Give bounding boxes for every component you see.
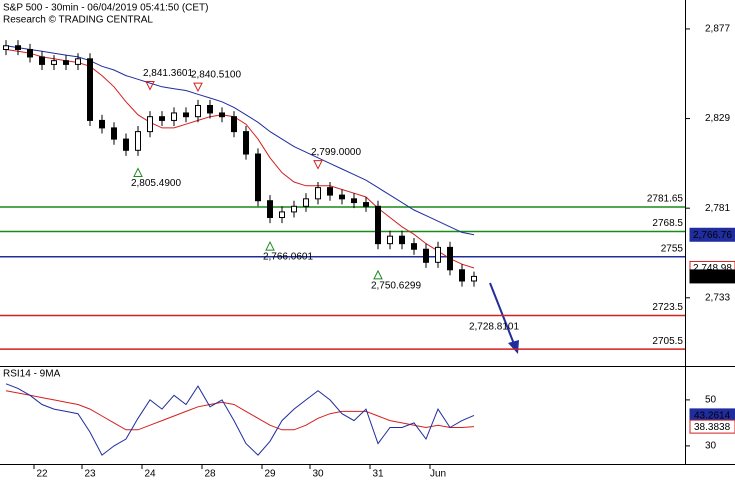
candle-body bbox=[75, 58, 81, 65]
candle-body bbox=[135, 131, 141, 151]
candle-body bbox=[471, 275, 477, 282]
candle-body bbox=[435, 246, 441, 263]
chart-title: S&P 500 - 30min - 06/04/2019 05:41:50 (C… bbox=[3, 3, 209, 14]
level-label: 2781.65 bbox=[647, 194, 684, 205]
rsi-ma-line bbox=[5, 390, 475, 431]
rsi-tick-label: 30 bbox=[705, 441, 717, 452]
candle-body bbox=[3, 45, 9, 50]
level-label: 2723.5 bbox=[652, 302, 683, 313]
candle-body bbox=[219, 112, 225, 118]
candle-body bbox=[15, 45, 21, 50]
candle-body bbox=[291, 205, 297, 213]
candle-body bbox=[123, 138, 129, 151]
x-tick-label: Jun bbox=[430, 469, 446, 480]
x-tick-label: 28 bbox=[204, 469, 216, 480]
candle-body bbox=[147, 116, 153, 133]
candle-body bbox=[351, 198, 357, 204]
candle-body bbox=[303, 198, 309, 207]
forecast-arrow bbox=[489, 282, 515, 345]
candle-body bbox=[99, 119, 105, 129]
candle-body bbox=[387, 235, 393, 245]
annotation-label: 2,728.8101 bbox=[469, 321, 519, 332]
price-tag bbox=[689, 227, 735, 242]
level-label: 2768.5 bbox=[652, 218, 683, 229]
annotation-label: 2,840.5100 bbox=[191, 70, 241, 81]
price-tag-label: 2,748.98 bbox=[693, 263, 732, 274]
annotation-label: 2,766.0601 bbox=[263, 252, 313, 263]
rsi-title: RSI14 - 9MA bbox=[3, 369, 61, 380]
candle-body bbox=[243, 131, 249, 155]
trough-marker bbox=[265, 240, 275, 251]
candle-body bbox=[375, 205, 381, 245]
annotation-label: 2,799.0000 bbox=[311, 147, 361, 158]
peak-marker bbox=[145, 80, 155, 91]
candle-body bbox=[423, 248, 429, 263]
rsi-line bbox=[5, 383, 475, 456]
candle-body bbox=[171, 112, 177, 121]
y-tick-label: 2,877 bbox=[705, 24, 730, 35]
candle-body bbox=[255, 153, 261, 202]
candle-body bbox=[207, 104, 213, 114]
x-tick-label: 23 bbox=[84, 469, 96, 480]
candle-body bbox=[339, 194, 345, 200]
rsi-tag-label: 38.3838 bbox=[694, 422, 731, 433]
price-tag-label: 2,766.76 bbox=[693, 230, 732, 241]
trough-marker bbox=[373, 269, 383, 280]
candle-body bbox=[39, 56, 45, 65]
x-tick-label: 24 bbox=[144, 469, 156, 480]
moving-average bbox=[5, 49, 475, 269]
candle-body bbox=[399, 235, 405, 245]
x-tick-label: 31 bbox=[372, 469, 384, 480]
y-tick-label: 2,781 bbox=[705, 203, 730, 214]
x-tick-label: 22 bbox=[36, 469, 48, 480]
candle-body bbox=[267, 200, 273, 219]
forecast-arrowhead bbox=[508, 340, 519, 354]
candle-body bbox=[195, 104, 201, 118]
candle-body bbox=[51, 60, 57, 65]
y-tick-label: 2,733 bbox=[705, 292, 730, 303]
candle-body bbox=[27, 48, 33, 58]
x-tick-label: 29 bbox=[264, 469, 276, 480]
annotation-label: 2,750.6299 bbox=[371, 281, 421, 292]
candle-body bbox=[183, 112, 189, 118]
x-tick-label: 30 bbox=[312, 469, 324, 480]
candle-body bbox=[159, 116, 165, 121]
candle-body bbox=[327, 187, 333, 196]
candle-body bbox=[363, 202, 369, 207]
trough-marker bbox=[133, 167, 143, 177]
rsi-tick-label: 50 bbox=[705, 395, 717, 406]
candle-body bbox=[411, 243, 417, 250]
moving-average bbox=[5, 45, 475, 236]
candle-body bbox=[315, 187, 321, 200]
candle-body bbox=[63, 60, 69, 65]
peak-marker bbox=[193, 82, 203, 93]
candle-body bbox=[231, 116, 237, 133]
candle-body bbox=[87, 58, 93, 121]
rsi-tag-label: 43.2614 bbox=[694, 411, 731, 422]
level-label: 2705.5 bbox=[652, 336, 683, 347]
price-tag-label: 2,744.45 bbox=[693, 272, 732, 283]
annotation-label: 2,805.4900 bbox=[131, 178, 181, 189]
y-tick-label: 2,829 bbox=[705, 113, 730, 124]
annotation-label: 2,841.3601 bbox=[143, 68, 193, 79]
candle-body bbox=[279, 211, 285, 219]
chart-subtitle: Research © TRADING CENTRAL bbox=[3, 15, 153, 26]
level-label: 2755 bbox=[661, 243, 684, 254]
candle-body bbox=[111, 127, 117, 140]
candle-body bbox=[459, 269, 465, 282]
candle-body bbox=[447, 246, 453, 271]
peak-marker bbox=[313, 160, 323, 170]
price-tag bbox=[689, 269, 735, 284]
rsi-tag bbox=[689, 419, 735, 434]
